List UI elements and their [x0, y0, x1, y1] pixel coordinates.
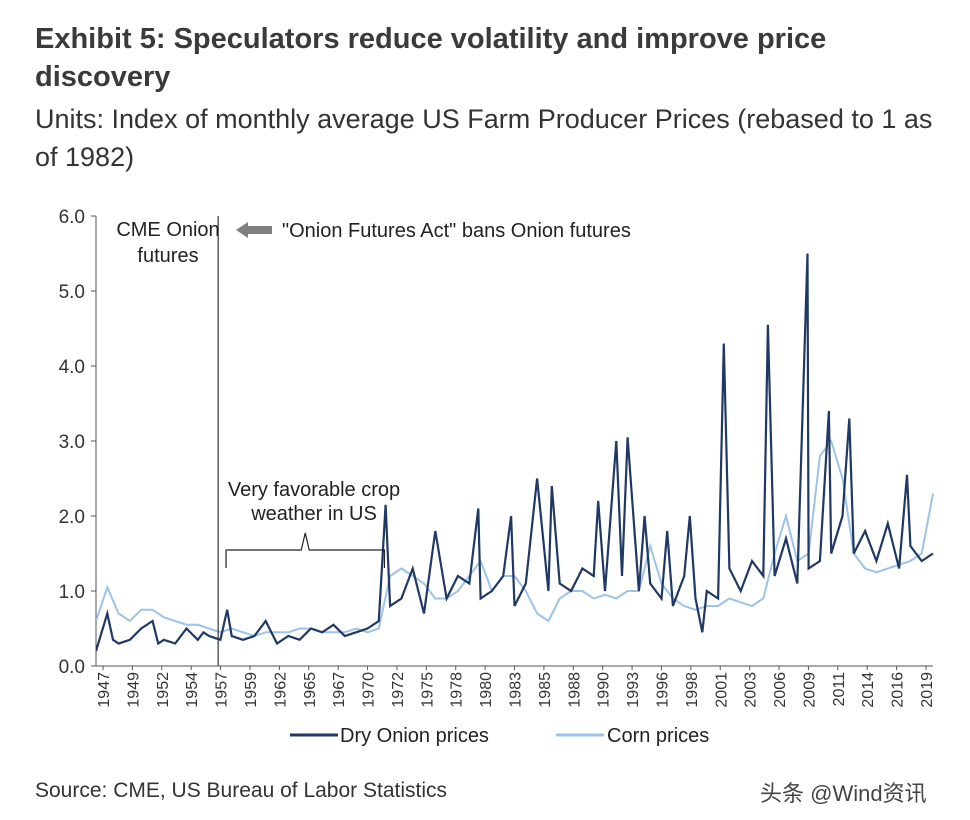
- series-line-corn-prices: [96, 438, 934, 638]
- x-tick-label: 1970: [361, 672, 378, 708]
- x-tick-label: 1983: [508, 672, 525, 708]
- x-tick-label: 2019: [919, 672, 936, 708]
- x-tick-label: 2016: [890, 672, 907, 708]
- x-tick-label: 2014: [860, 672, 877, 708]
- x-tick-label: 1978: [449, 672, 466, 708]
- chart-subtitle: Units: Index of monthly average US Farm …: [35, 104, 933, 172]
- y-tick-label: 0.0: [59, 657, 85, 678]
- legend-label-dry-onion: Dry Onion prices: [340, 725, 489, 747]
- y-axis-ticks: 0.0 1.0 2.0 3.0 4.0 5.0 6.0: [59, 207, 96, 678]
- x-tick-label: 1993: [625, 672, 642, 708]
- x-tick-label: 1957: [214, 672, 231, 708]
- source-note: Source: CME, US Bureau of Labor Statisti…: [35, 779, 448, 802]
- x-tick-label: 1996: [654, 672, 671, 708]
- x-tick-label: 1988: [566, 672, 583, 708]
- series-line-dry-onion-prices: [96, 253, 934, 652]
- y-tick-label: 2.0: [59, 507, 85, 528]
- legend: Dry Onion prices Corn prices: [290, 725, 709, 747]
- x-tick-label: 1965: [302, 672, 319, 708]
- x-tick-label: 2003: [743, 672, 760, 708]
- chart-title: Exhibit 5: Speculators reduce volatility…: [35, 23, 827, 93]
- y-tick-label: 3.0: [59, 432, 85, 453]
- x-axis-ticks: 1947 1949 1952 1954 1957 1959 1962 1965 1967 1970…: [96, 666, 936, 708]
- x-tick-label: 2006: [772, 672, 789, 708]
- x-tick-label: 1954: [184, 672, 201, 708]
- x-tick-label: 1962: [272, 672, 289, 708]
- legend-label-corn: Corn prices: [607, 725, 709, 747]
- x-tick-label: 1959: [243, 672, 260, 708]
- x-tick-label: 1949: [125, 672, 142, 708]
- annotation-crop-line-1: Very favorable crop: [228, 479, 400, 501]
- annotation-onion-futures-act: "Onion Futures Act" bans Onion futures: [282, 220, 631, 242]
- line-chart: 0.01.02.03.04.05.06.0 1947 1949 1952 1954 19…: [59, 207, 936, 747]
- x-tick-label: 1967: [331, 672, 348, 708]
- x-tick-label: 1975: [419, 672, 436, 708]
- x-tick-label: 2011: [831, 672, 848, 707]
- y-tick-label: 4.0: [59, 357, 85, 378]
- annotation-cme-line-2: futures: [137, 245, 198, 267]
- watermark: 头条 @Wind资讯: [760, 781, 927, 806]
- x-tick-label: 1972: [390, 672, 407, 708]
- y-tick-label: 5.0: [59, 282, 85, 303]
- x-tick-label: 1980: [478, 672, 495, 708]
- y-tick-label: 6.0: [59, 207, 85, 228]
- x-tick-label: 1990: [596, 672, 613, 708]
- x-tick-label: 2009: [801, 672, 818, 708]
- annotation-cme-line-1: CME Onion: [116, 219, 219, 241]
- x-tick-label: 1998: [684, 672, 701, 708]
- annotation-crop-line-2: weather in US: [250, 503, 377, 525]
- left-arrow-icon: [236, 222, 272, 238]
- x-tick-label: 1947: [96, 672, 113, 708]
- curly-brace-icon: [225, 532, 386, 568]
- x-tick-label: 1985: [537, 672, 554, 708]
- x-tick-label: 2001: [713, 672, 730, 708]
- x-tick-label: 1952: [155, 672, 172, 708]
- y-tick-label: 1.0: [59, 582, 85, 603]
